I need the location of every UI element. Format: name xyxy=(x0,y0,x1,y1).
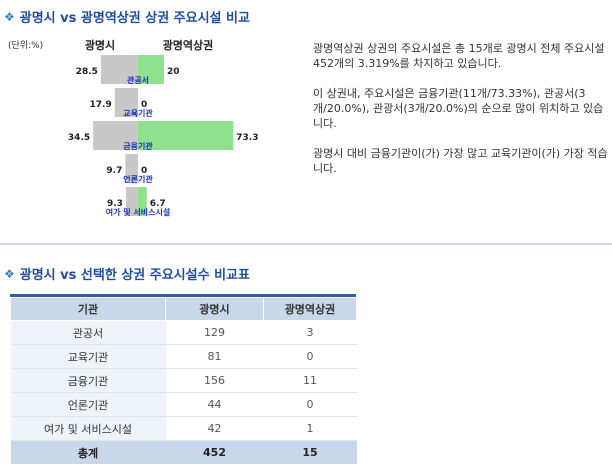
section-divider xyxy=(0,243,612,245)
row-city-value: 81 xyxy=(165,344,264,369)
bar-right xyxy=(138,121,234,150)
bar-left xyxy=(100,55,138,84)
category-label: 언론기관 xyxy=(123,174,153,184)
summary-paragraph-2: 이 상권내, 주요시설은 금융기관(11개/73.33%), 관공서(3개/20… xyxy=(313,87,604,130)
unit-label: (단위:%) xyxy=(8,40,43,51)
table-header-row: 기관 광명시 광명역상권 xyxy=(10,297,357,321)
table-row: 여가 및 서비스시설 42 1 xyxy=(10,416,357,441)
row-city-value: 129 xyxy=(165,320,264,345)
category-label: 관공서 xyxy=(127,75,149,85)
summary-paragraph-1: 광명역상권 상권의 주요시설은 총 15개로 광명시 전체 주요시설 452개의… xyxy=(313,42,605,70)
value-label-right: 0 xyxy=(141,166,147,176)
bar-left xyxy=(93,121,138,150)
table-row: 금융기관 156 11 xyxy=(10,368,357,393)
value-label-right: 73.3 xyxy=(236,133,258,143)
row-name: 관공서 xyxy=(10,320,166,345)
table-row: 교육기관 81 0 xyxy=(10,344,357,369)
row-area-value: 3 xyxy=(263,320,357,345)
row-name: 언론기관 xyxy=(10,392,166,417)
total-name: 총계 xyxy=(10,440,166,464)
facility-count-table: 기관 광명시 광명역상권 관공서 129 3 교육기관 81 0 금융기관 15… xyxy=(10,297,357,464)
row-name: 여가 및 서비스시설 xyxy=(10,416,166,441)
row-name: 금융기관 xyxy=(10,368,166,393)
category-label: 여가 및 서비스시설 xyxy=(106,207,170,217)
diamond-bullet-icon: ❖ xyxy=(4,9,15,24)
total-area-value: 15 xyxy=(263,440,357,464)
value-label-left: 9.7 xyxy=(106,166,122,176)
value-label-right: 0 xyxy=(141,100,147,110)
section1-title-text: 광명시 vs 광명역상권 상권 주요시설 비교 xyxy=(19,11,250,26)
bar-left xyxy=(125,187,138,216)
row-city-value: 42 xyxy=(165,416,264,441)
table-row: 언론기관 44 0 xyxy=(10,392,357,417)
section2-title: ❖ 광명시 vs 선택한 상권 주요시설수 비교표 xyxy=(4,264,250,284)
table-total-row: 총계 452 15 xyxy=(10,440,357,464)
value-label-right: 6.7 xyxy=(150,199,166,209)
diamond-bullet-icon: ❖ xyxy=(4,266,15,281)
category-label: 교육기관 xyxy=(123,108,153,118)
value-label-left: 17.9 xyxy=(90,100,112,110)
bar-right xyxy=(138,55,164,84)
value-label-left: 9.3 xyxy=(107,199,123,209)
summary-paragraph-3: 광명시 대비 금융기관이(가) 가장 많고 교육기관이(가) 가장 적습니다. xyxy=(313,147,608,175)
section2-title-text: 광명시 vs 선택한 상권 주요시설수 비교표 xyxy=(19,268,250,283)
category-label: 금융기관 xyxy=(123,141,153,151)
row-area-value: 0 xyxy=(263,344,357,369)
section1-title: ❖ 광명시 vs 광명역상권 상권 주요시설 비교 xyxy=(4,7,250,27)
bar-left xyxy=(125,154,138,183)
header-area: 광명역상권 xyxy=(263,297,357,321)
bar-right xyxy=(138,187,147,216)
row-area-value: 1 xyxy=(263,416,357,441)
row-name: 교육기관 xyxy=(10,344,166,369)
value-label-left: 28.5 xyxy=(76,67,98,77)
legend-series-right: 광명역상권 xyxy=(163,38,214,52)
table-top-line xyxy=(10,294,356,297)
table-row: 관공서 129 3 xyxy=(10,320,357,345)
row-city-value: 44 xyxy=(165,392,264,417)
value-label-right: 20 xyxy=(167,67,180,77)
value-label-left: 34.5 xyxy=(68,133,90,143)
header-agency: 기관 xyxy=(10,297,166,321)
summary-text: 광명역상권 상권의 주요시설은 총 15개로 광명시 전체 주요시설 452개의… xyxy=(313,41,609,191)
total-city-value: 452 xyxy=(165,440,264,464)
row-area-value: 0 xyxy=(263,392,357,417)
legend-series-left: 광명시 xyxy=(85,38,115,52)
bar-left xyxy=(114,88,138,117)
row-city-value: 156 xyxy=(165,368,264,393)
header-city: 광명시 xyxy=(165,297,264,321)
row-area-value: 11 xyxy=(263,368,357,393)
